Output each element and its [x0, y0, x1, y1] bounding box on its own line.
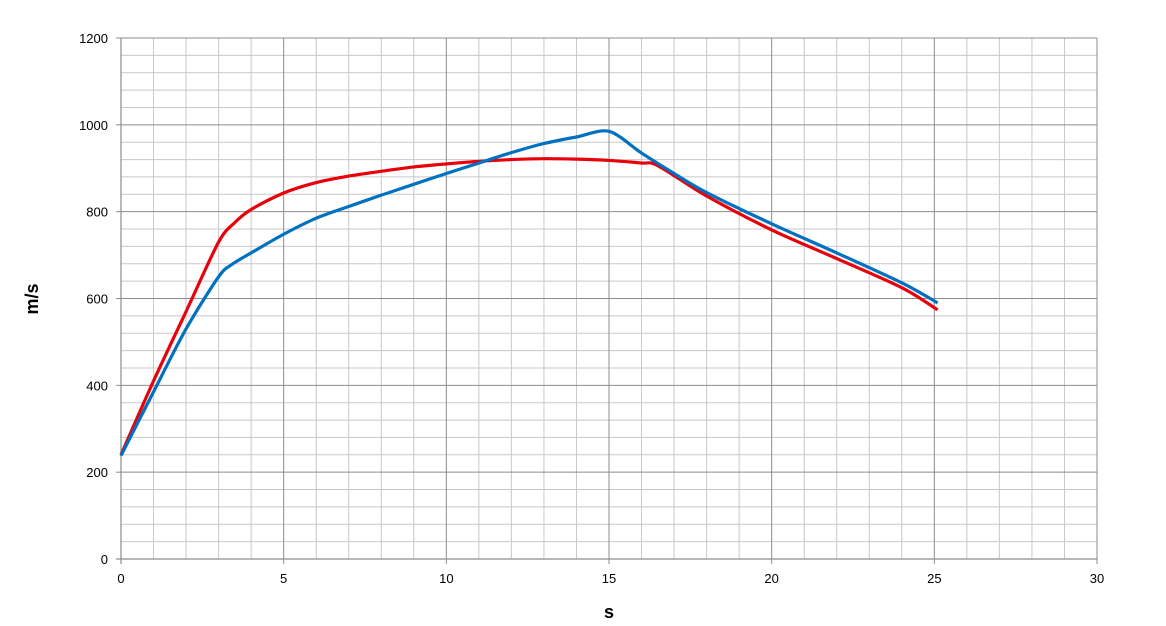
y-tick-label: 1000 — [79, 118, 108, 133]
series-line-2 — [119, 129, 939, 457]
series-lines — [119, 129, 939, 457]
x-axis-title: s — [604, 602, 614, 622]
x-tick-label: 25 — [927, 571, 941, 586]
x-tick-label: 15 — [602, 571, 616, 586]
x-tick-label: 0 — [117, 571, 124, 586]
axes — [116, 37, 1098, 564]
x-tick-label: 10 — [439, 571, 453, 586]
y-tick-label: 1200 — [79, 31, 108, 46]
series-line-1 — [119, 157, 939, 456]
y-tick-label: 0 — [101, 552, 108, 567]
y-tick-label: 600 — [86, 292, 108, 307]
y-axis-title: m/s — [22, 283, 42, 314]
y-tick-label: 400 — [86, 378, 108, 393]
y-tick-label: 800 — [86, 205, 108, 220]
x-tick-label: 30 — [1090, 571, 1104, 586]
tick-labels: 0 5 10 15 20 25 30 0 200 400 600 800 1000 1200 — [79, 31, 1104, 586]
x-tick-label: 20 — [764, 571, 778, 586]
x-tick-label: 5 — [280, 571, 287, 586]
y-tick-label: 200 — [86, 465, 108, 480]
grid — [120, 37, 1098, 560]
